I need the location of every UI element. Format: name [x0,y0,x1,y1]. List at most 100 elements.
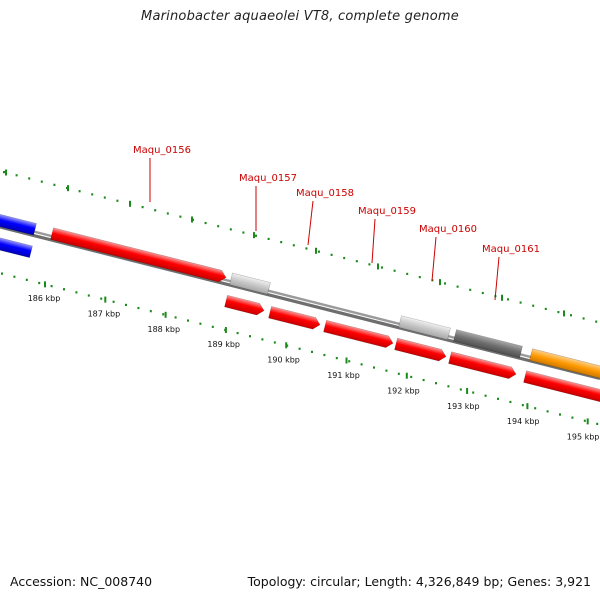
minor-tick [204,221,207,225]
minor-tick [360,363,363,366]
minor-tick [318,250,320,253]
gene-arrow [394,337,447,362]
minor-tick [229,228,232,231]
minor-tick [330,253,333,256]
gene-arrow [323,319,394,348]
minor-tick [179,215,182,218]
minor-tick [595,320,598,323]
minor-tick [100,297,103,300]
gene-body [268,305,321,330]
minor-tick [25,278,28,281]
minor-tick [149,310,152,313]
gene-arrow [0,236,33,259]
gene-label: Maqu_0159 [358,206,416,217]
minor-tick [162,313,165,316]
minor-tick [53,183,56,186]
minor-tick [546,410,549,413]
minor-tick [582,317,585,320]
minor-tick [348,360,351,363]
minor-tick [497,397,499,400]
gene-arrow [398,315,451,341]
minor-tick [174,316,177,319]
minor-tick [469,288,472,291]
minor-tick [103,196,106,199]
minor-tick [28,177,31,180]
gene-body [224,294,265,316]
minor-tick [311,350,313,353]
minor-tick [355,260,358,263]
gene-body [394,337,447,362]
gene-arrow [0,213,37,236]
minor-tick [292,244,295,247]
minor-tick [112,300,115,303]
outer-tick-track [3,169,598,323]
minor-tick [393,269,396,272]
inner-tick-track [1,272,599,425]
minor-tick [166,212,169,215]
minor-tick [211,325,214,328]
minor-tick [507,298,509,301]
accession-text: Accession: NC_008740 [10,574,153,589]
minor-tick [418,275,421,279]
minor-tick [456,285,459,288]
minor-tick [519,301,522,304]
minor-tick [87,294,90,297]
minor-tick [521,404,524,407]
minor-tick [255,234,257,237]
gene-label: Maqu_0161 [482,244,540,255]
gene-features [0,213,600,405]
minor-tick [236,331,239,335]
gene-arrow [224,294,265,316]
scale-label: 187 kbp [88,309,121,318]
map-title: Marinobacter aquaeolei VT8, complete gen… [141,9,459,24]
minor-tick [323,353,326,357]
leader-line [371,218,376,264]
minor-tick [335,357,338,360]
gene-arrow [523,370,600,405]
gene-body [229,272,271,295]
minor-tick [447,385,450,388]
minor-tick [368,263,371,266]
scale-label: 189 kbp [207,340,240,349]
minor-tick [472,391,475,394]
minor-tick [217,225,220,228]
minor-tick [50,285,53,288]
minor-tick [141,206,144,209]
gene-body [529,348,600,381]
minor-tick [532,304,535,307]
scale-labels: 186 kbp 187 kbp 188 kbp 189 kbp 190 kbp 191 k… [28,294,600,442]
scale-label: 190 kbp [267,356,300,365]
genome-summary-text: Topology: circular; Length: 4,326,849 bp… [247,574,591,589]
minor-tick [280,241,283,244]
minor-tick [343,256,346,260]
minor-tick [305,247,308,250]
minor-tick [154,209,157,212]
minor-tick [381,266,383,269]
minor-tick [385,369,388,372]
minor-tick [422,378,425,382]
scale-label: 193 kbp [447,402,480,411]
minor-tick [583,419,586,422]
minor-tick [273,341,276,344]
label-leader-lines [149,158,500,301]
minor-tick [1,272,3,275]
minor-tick [559,413,561,416]
minor-tick [261,338,264,341]
minor-tick [125,303,127,307]
minor-tick [15,174,18,177]
minor-tick [444,282,446,285]
gene-arrow [453,329,523,359]
minor-tick [63,288,65,291]
minor-tick [435,382,437,385]
minor-tick [534,407,537,410]
minor-tick [410,375,413,379]
minor-tick [199,322,202,325]
minor-tick [481,291,484,295]
gene-arrow [229,272,271,295]
gene-body [523,370,600,405]
minor-tick [38,281,41,285]
gene-arrow [529,348,600,381]
scale-label: 194 kbp [507,417,540,426]
minor-tick [249,335,251,338]
minor-tick [406,272,409,276]
